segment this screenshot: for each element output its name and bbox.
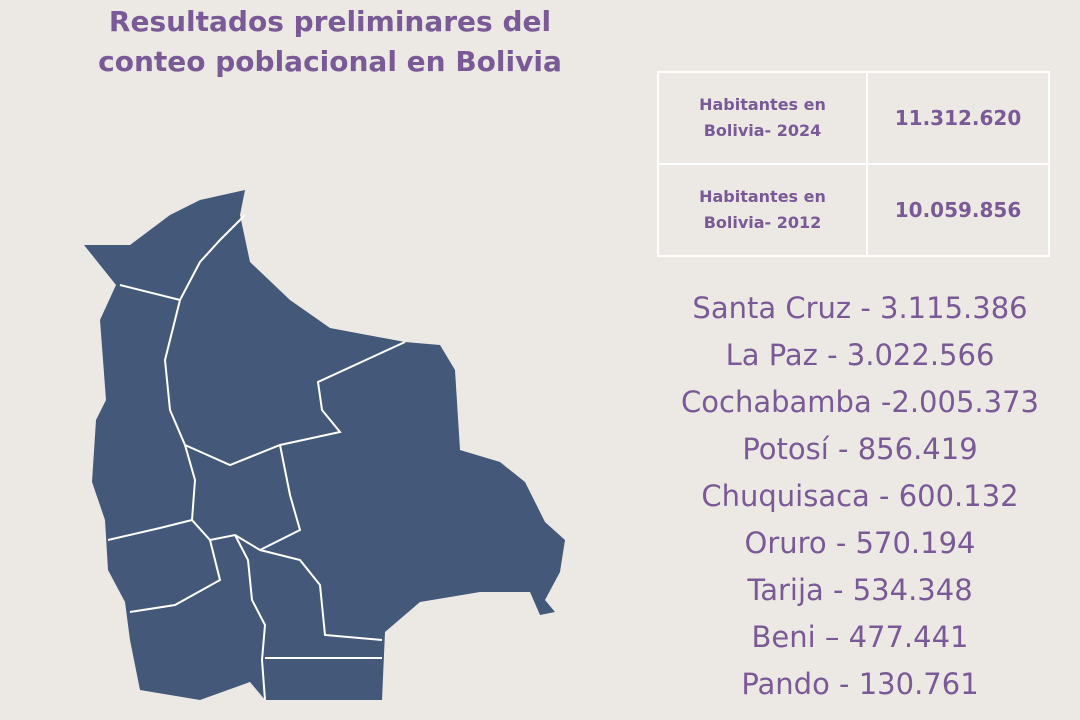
row-label: Habitantes en Bolivia- 2024 [657,71,868,165]
department-list: Santa Cruz - 3.115.386 La Paz - 3.022.566… [645,285,1075,708]
department-population: Beni – 477.441 [751,620,969,654]
department-population: Santa Cruz - 3.115.386 [692,291,1028,325]
row-label: Habitantes en Bolivia- 2012 [657,163,868,257]
row-value: 10.059.856 [866,163,1050,257]
department-population: Tarija - 534.348 [747,573,973,607]
map-outline [84,190,565,700]
label-line: Bolivia- 2024 [703,121,822,140]
row-value: 11.312.620 [866,71,1050,165]
label-line: Bolivia- 2012 [703,213,822,232]
department-population: Oruro - 570.194 [744,526,976,560]
title-line: conteo poblacional en Bolivia [98,45,562,78]
stats-table: Habitantes en Bolivia- 2024 11.312.620 Ha… [657,71,1050,257]
department-population: Cochabamba -2.005.373 [681,385,1039,419]
label-line: Habitantes en [699,95,826,114]
title: Resultados preliminares del conteo pobla… [40,2,620,82]
table-row: Habitantes en Bolivia- 2024 11.312.620 [657,71,1050,165]
department-borders [107,214,406,701]
label-line: Habitantes en [699,187,826,206]
table-row: Habitantes en Bolivia- 2012 10.059.856 [657,163,1050,257]
department-population: Pando - 130.761 [741,667,979,701]
bolivia-map [84,190,565,701]
department-population: La Paz - 3.022.566 [725,338,995,372]
title-line: Resultados preliminares del [108,5,552,38]
department-population: Chuquisaca - 600.132 [701,479,1019,513]
department-population: Potosí - 856.419 [742,432,978,466]
